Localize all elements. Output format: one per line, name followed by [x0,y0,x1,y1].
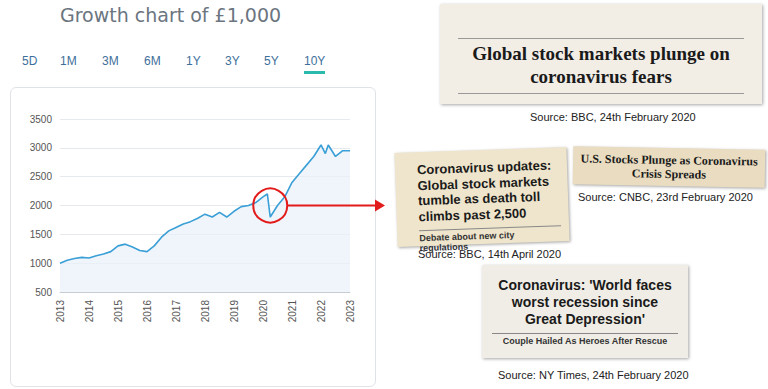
svg-text:3000: 3000 [30,142,53,153]
svg-text:1500: 1500 [30,229,53,240]
svg-text:3500: 3500 [30,114,53,125]
html-text:Coronavirus: 'World faces wors: Coronavirus: 'World faces worst recessio… [498,277,672,327]
svg-text:2000: 2000 [30,200,53,211]
svg-text:2500: 2500 [30,171,53,182]
html-text:Debate about new city regulati: Debate about new city regulations [419,230,515,254]
svg-text:2017: 2017 [171,300,182,323]
svg-text:2021: 2021 [287,300,298,323]
svg-text:2018: 2018 [200,300,211,323]
svg-text:2014: 2014 [84,300,95,323]
svg-text:2023: 2023 [345,300,356,323]
svg-text:2022: 2022 [316,300,327,323]
html-text:Source: BBC, 24th February 202: Source: BBC, 24th February 2020 [530,111,696,123]
html-text:Source: CNBC, 23rd February 20: Source: CNBC, 23rd February 2020 [578,191,753,203]
svg-text:2016: 2016 [142,300,153,323]
svg-text:2020: 2020 [258,300,269,323]
html-text:5Y: 5Y [264,54,279,68]
html-text:U.S. Stocks Plunge as Coronavi: U.S. Stocks Plunge as Coronavirus Crisis… [580,151,758,182]
html-text:3M: 3M [102,54,119,68]
html-text:Couple Hailed As Heroes After: Couple Hailed As Heroes After Rescue [502,336,668,347]
html-text:Source: NY Times, 24th Februar: Source: NY Times, 24th February 2020 [498,369,689,381]
html-text:6M: 6M [144,54,161,68]
html-text:5D: 5D [22,54,38,68]
html-text:Growth chart of £1,000: Growth chart of £1,000 [60,4,282,26]
html-text:Coronavirus updates: Global st: Coronavirus updates: Global stock market… [416,157,552,224]
html-text:3Y: 3Y [225,54,240,68]
svg-text:1000: 1000 [30,258,53,269]
svg-text:500: 500 [35,287,52,298]
html-text:Source: BBC, 14th April 2020: Source: BBC, 14th April 2020 [418,248,562,260]
svg-text:2019: 2019 [229,300,240,323]
html-text:1M: 1M [60,54,77,68]
svg-text:2013: 2013 [55,300,66,323]
html-text:Global stock markets plunge on: Global stock markets plunge on coronavir… [472,43,730,87]
html-text:1Y: 1Y [186,54,201,68]
svg-text:2015: 2015 [113,300,124,323]
html-text:10Y: 10Y [304,54,326,68]
